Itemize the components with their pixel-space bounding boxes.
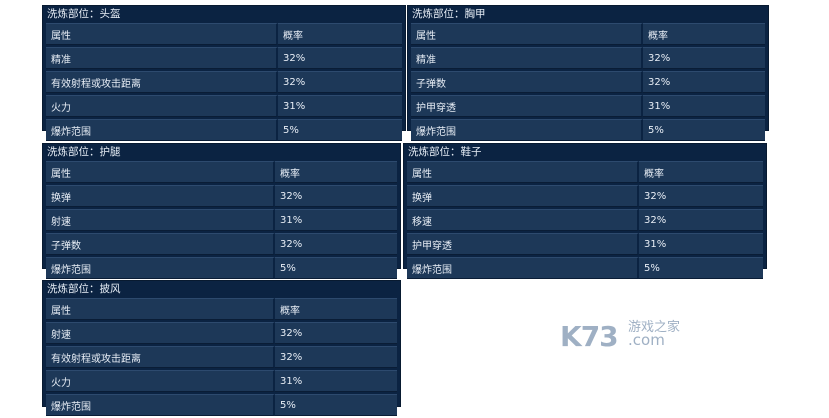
prob-cell: 5% [278,119,402,141]
attr-cell: 子弹数 [46,233,275,255]
header-attr: 属性 [411,23,643,45]
watermark-logo: K73 [560,320,619,353]
table-header: 属性 概率 [407,161,763,183]
panel-title: 洗炼部位：护腿 [47,146,121,158]
watermark-text-1: 游戏之家 [628,320,681,335]
table-row: 精准 32% [411,47,765,69]
attr-cell: 有效射程或攻击距离 [46,71,278,93]
prob-cell: 32% [275,233,397,255]
prob-cell: 5% [275,394,397,416]
prob-cell: 31% [275,209,397,231]
attr-cell: 射速 [46,209,275,231]
table-row: 有效射程或攻击距离 32% [46,71,402,93]
attribute-table: 属性 概率 精准 32% 有效射程或攻击距离 32% 火力 31% 爆炸范围 5% [46,21,402,143]
attr-cell: 火力 [46,95,278,117]
header-attr: 属性 [46,23,278,45]
prob-cell: 5% [639,257,763,279]
header-attr: 属性 [46,161,275,183]
attr-cell: 爆炸范围 [411,119,643,141]
attr-cell: 精准 [46,47,278,69]
attr-cell: 子弹数 [411,71,643,93]
refine-panel: 洗炼部位：胸甲 属性 概率 精准 32% 子弹数 32% 护甲穿透 31% 爆炸范围 5% [407,5,769,141]
table-header: 属性 概率 [46,161,397,183]
panel-title: 洗炼部位：鞋子 [408,146,482,158]
attribute-table: 属性 概率 换弹 32% 射速 31% 子弹数 32% 爆炸范围 5% [46,159,397,281]
panel-title: 洗炼部位：披风 [47,283,121,295]
table-row: 护甲穿透 31% [407,233,763,255]
attr-cell: 换弹 [407,185,639,207]
refine-panel: 洗炼部位：护腿 属性 概率 换弹 32% 射速 31% 子弹数 32% 爆炸范围 5% [42,143,401,279]
prob-cell: 31% [643,95,765,117]
refine-panel: 洗炼部位：鞋子 属性 概率 换弹 32% 移速 32% 护甲穿透 31% 爆炸范围 5% [403,143,767,279]
header-prob: 概率 [639,161,763,183]
attr-cell: 爆炸范围 [46,394,275,416]
attr-cell: 爆炸范围 [46,119,278,141]
attr-cell: 护甲穿透 [411,95,643,117]
table-row: 射速 31% [46,209,397,231]
prob-cell: 32% [275,322,397,344]
header-prob: 概率 [278,23,402,45]
prob-cell: 32% [278,71,402,93]
prob-cell: 32% [639,209,763,231]
table-header: 属性 概率 [411,23,765,45]
panel-title: 洗炼部位：胸甲 [412,8,486,20]
prob-cell: 31% [278,95,402,117]
table-row: 子弹数 32% [46,233,397,255]
attr-cell: 护甲穿透 [407,233,639,255]
header-prob: 概率 [643,23,765,45]
attribute-table: 属性 概率 换弹 32% 移速 32% 护甲穿透 31% 爆炸范围 5% [407,159,763,281]
header-prob: 概率 [275,298,397,320]
prob-cell: 5% [275,257,397,279]
table-row: 爆炸范围 5% [407,257,763,279]
header-attr: 属性 [407,161,639,183]
table-row: 射速 32% [46,322,397,344]
prob-cell: 32% [275,185,397,207]
prob-cell: 32% [278,47,402,69]
attr-cell: 有效射程或攻击距离 [46,346,275,368]
attribute-table: 属性 概率 射速 32% 有效射程或攻击距离 32% 火力 31% 爆炸范围 5% [46,296,397,418]
table-row: 子弹数 32% [411,71,765,93]
prob-cell: 32% [275,346,397,368]
attr-cell: 精准 [411,47,643,69]
refine-panel: 洗炼部位：披风 属性 概率 射速 32% 有效射程或攻击距离 32% 火力 31% 爆炸范围 5% [42,280,401,416]
header-prob: 概率 [275,161,397,183]
attribute-table: 属性 概率 精准 32% 子弹数 32% 护甲穿透 31% 爆炸范围 5% [411,21,765,143]
prob-cell: 32% [643,47,765,69]
table-row: 护甲穿透 31% [411,95,765,117]
header-attr: 属性 [46,298,275,320]
prob-cell: 32% [639,185,763,207]
prob-cell: 31% [275,370,397,392]
table-row: 火力 31% [46,370,397,392]
table-row: 火力 31% [46,95,402,117]
attr-cell: 爆炸范围 [46,257,275,279]
table-row: 换弹 32% [407,185,763,207]
prob-cell: 5% [643,119,765,141]
attr-cell: 移速 [407,209,639,231]
table-row: 爆炸范围 5% [411,119,765,141]
table-row: 爆炸范围 5% [46,257,397,279]
attr-cell: 火力 [46,370,275,392]
attr-cell: 射速 [46,322,275,344]
table-header: 属性 概率 [46,23,402,45]
table-row: 换弹 32% [46,185,397,207]
table-row: 爆炸范围 5% [46,119,402,141]
table-row: 爆炸范围 5% [46,394,397,416]
attr-cell: 换弹 [46,185,275,207]
watermark-text-2: .com [628,331,665,349]
table-row: 有效射程或攻击距离 32% [46,346,397,368]
table-row: 精准 32% [46,47,402,69]
refine-panel: 洗炼部位：头盔 属性 概率 精准 32% 有效射程或攻击距离 32% 火力 31% 爆炸范围 5% [42,5,406,141]
watermark-text: 游戏之家 .com [628,320,681,349]
attr-cell: 爆炸范围 [407,257,639,279]
panel-title: 洗炼部位：头盔 [47,8,121,20]
table-header: 属性 概率 [46,298,397,320]
prob-cell: 31% [639,233,763,255]
table-row: 移速 32% [407,209,763,231]
prob-cell: 32% [643,71,765,93]
